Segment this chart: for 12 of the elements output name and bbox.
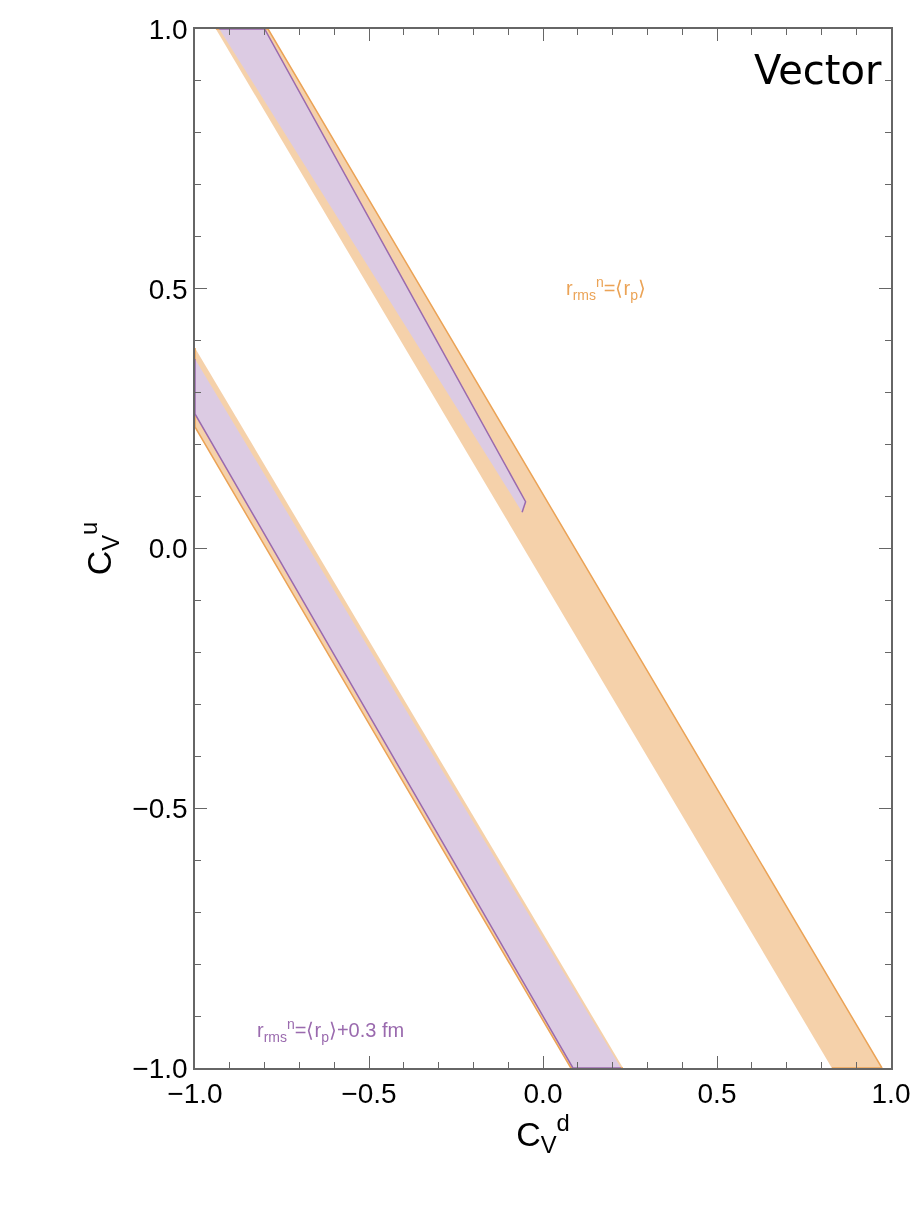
x-tick-label: 0.5 [697, 1078, 737, 1110]
annotation: Vector [754, 47, 883, 93]
x-tick-label: 1.0 [871, 1078, 911, 1110]
annotation: r$_{rms}$$^{n}$=⟨r$_{p}$⟩+0.3 fm [257, 1016, 405, 1045]
y-tick-label: 1.0 [148, 13, 188, 45]
x-tick-label: −0.5 [341, 1078, 397, 1110]
y-tick-label: 0.5 [148, 273, 188, 305]
annotation: r$_{rms}$$^{n}$=⟨r$_{p}$⟩ [566, 274, 646, 303]
y-tick-label: 0.0 [148, 533, 188, 565]
y-tick-label: −0.5 [132, 793, 188, 825]
y-tick-label: −1.0 [132, 1052, 188, 1084]
x-tick-label: 0.0 [523, 1078, 563, 1110]
